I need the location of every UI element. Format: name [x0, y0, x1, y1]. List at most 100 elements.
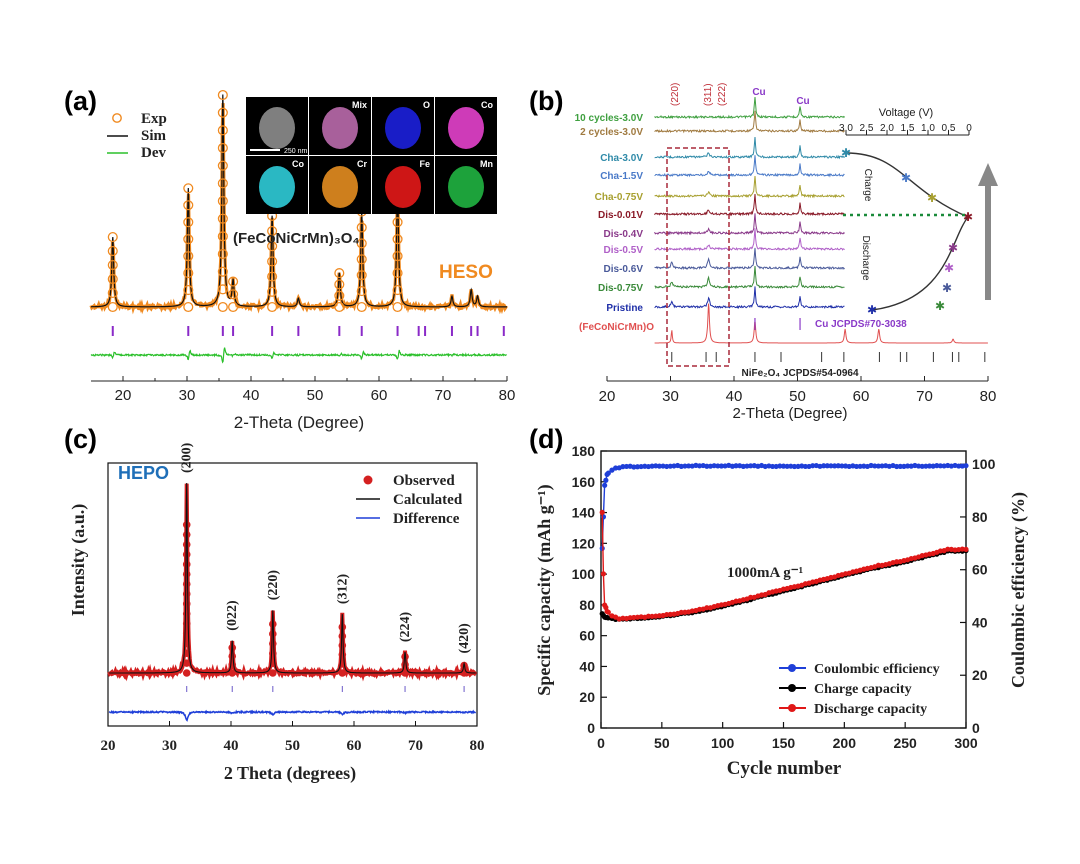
a-exp-point — [107, 301, 118, 313]
c-observed-point — [269, 639, 277, 648]
d-legend-label: Discharge capacity — [814, 702, 927, 717]
b-x-tick-label: 60 — [853, 388, 870, 405]
b-voltage-marker: ✱ — [948, 241, 958, 255]
b-series-label: Cha-0.75V — [595, 192, 644, 203]
a-exp-point — [228, 289, 239, 300]
a-exp-point — [183, 301, 194, 313]
c-observed-point — [269, 669, 277, 677]
d-y-tick-label: 120 — [572, 535, 596, 551]
a-exp-point — [334, 301, 345, 313]
b-x-tick-label: 30 — [662, 388, 679, 405]
c-peak-label: (022) — [225, 600, 240, 631]
b-plane-label: (311) — [703, 83, 714, 106]
c-observed-points — [182, 521, 468, 677]
d-y-tick-label: 140 — [572, 505, 596, 521]
a-x-tick-label: 60 — [371, 387, 388, 404]
a-inset-particle — [259, 166, 295, 208]
b-highlight-box — [666, 147, 730, 367]
c-x-tick-label: 60 — [347, 738, 362, 754]
b-xrd-trace — [654, 155, 845, 178]
b-voltage-axis-label: Voltage (V) — [879, 107, 933, 119]
d-series-line — [601, 464, 967, 549]
c-observed-point — [338, 632, 347, 641]
a-exp-point — [228, 276, 239, 287]
a-x-tick-label: 80 — [499, 387, 516, 404]
b-x-tick-label: 40 — [726, 388, 743, 405]
b-cu-label: Cu — [752, 87, 765, 98]
a-x-tick-label: 40 — [243, 387, 260, 404]
d-x-tick-label: 300 — [954, 735, 978, 751]
a-exp-point — [217, 213, 228, 224]
a-x-tick-label: 50 — [307, 387, 324, 404]
d-x-tick-label: 50 — [654, 735, 670, 751]
c-legend-difference: Difference — [393, 511, 460, 527]
a-exp-point — [107, 273, 118, 285]
b-ref-pattern — [654, 303, 988, 344]
b-series-label: Cha-1.5V — [600, 171, 643, 182]
a-exp-point — [334, 290, 345, 301]
d-y-tick-label: 80 — [579, 597, 595, 613]
c-observed-point — [269, 649, 277, 658]
a-exp-point — [356, 254, 367, 265]
b-voltage-marker: ✱ — [944, 261, 954, 275]
c-observed-point — [182, 609, 191, 618]
c-peak-label: (224) — [398, 611, 413, 642]
a-x-tick-label: 70 — [435, 387, 452, 404]
b-voltage-tick-label: 1.0 — [921, 123, 935, 134]
a-inset-label: Co — [481, 100, 493, 110]
d-current-annotation: 1000mA g⁻¹ — [727, 565, 803, 581]
c-observed-point — [182, 550, 191, 559]
c-observed-point — [182, 540, 191, 549]
a-exp-point — [107, 245, 118, 257]
a-exp-point — [217, 231, 228, 242]
d-y-tick-label: 20 — [579, 689, 595, 705]
a-exp-point — [334, 268, 345, 279]
a-exp-point — [267, 256, 278, 267]
a-exp-point — [217, 195, 228, 207]
a-exp-point — [392, 251, 403, 262]
b-series-label: 10 cycles-3.0V — [575, 113, 644, 124]
a-exp-point — [183, 268, 194, 279]
b-xrd-trace — [654, 286, 845, 310]
b-xrd-trace — [654, 110, 845, 134]
d-x-axis-label: Cycle number — [727, 758, 842, 779]
a-inset-particle — [385, 166, 421, 208]
c-x-tick-label: 50 — [285, 738, 300, 754]
b-voltage-tick-label: 0.5 — [942, 123, 956, 134]
b-series-label: Dis-0.5V — [604, 245, 644, 256]
c-y-axis-label: Intensity (a.u.) — [68, 504, 89, 617]
b-xrd-trace — [654, 175, 845, 199]
c-x-tick-label: 20 — [101, 738, 116, 754]
b-x-tick-label: 70 — [916, 388, 933, 405]
d-x-tick-label: 150 — [772, 735, 796, 751]
b-series-label: Dis-0.4V — [604, 229, 644, 240]
c-difference-line — [108, 709, 477, 722]
a-exp-point — [217, 125, 228, 136]
b-xrd-trace — [654, 96, 845, 120]
d-legend-marker — [788, 664, 796, 672]
c-x-tick-label: 80 — [470, 738, 485, 754]
c-observed-point — [182, 669, 191, 677]
c-observed-point — [182, 560, 191, 569]
a-exp-markers — [107, 89, 403, 313]
c-observed-point — [401, 661, 409, 669]
d-y-tick-label: 40 — [579, 658, 595, 674]
a-exp-point — [267, 225, 278, 237]
b-plane-label: (222) — [717, 83, 728, 106]
c-observed-point — [182, 619, 191, 628]
panel-label-b: (b) — [529, 86, 564, 116]
c-observed-point — [228, 652, 237, 661]
b-voltage-tick-label: 2.5 — [860, 123, 874, 134]
b-voltage-tick-label: 0 — [966, 123, 972, 134]
a-inset-label: Co — [292, 159, 304, 169]
d-y2-tick-label: 0 — [972, 720, 980, 736]
b-voltage-tick-label: 3.0 — [839, 123, 853, 134]
a-inset-label: Mn — [480, 159, 493, 169]
a-exp-point — [217, 89, 228, 101]
a-exp-point — [392, 217, 403, 228]
b-xrd-trace — [654, 213, 845, 236]
a-exp-point — [183, 284, 194, 296]
b-x-tick-label: 20 — [599, 388, 616, 405]
b-voltage-tick-label: 1.5 — [901, 123, 915, 134]
